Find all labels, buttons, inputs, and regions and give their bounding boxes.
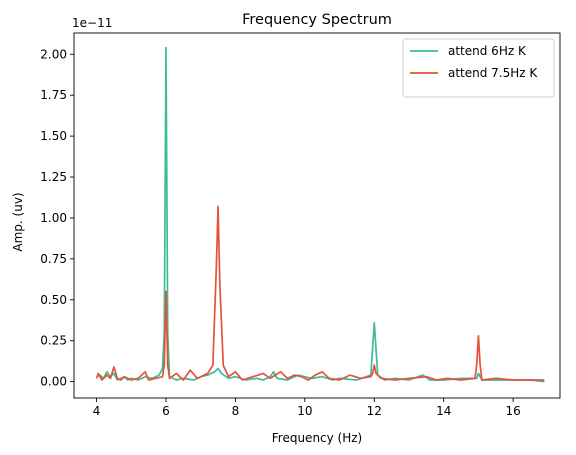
y-tick-label: 0.50 bbox=[40, 293, 67, 307]
legend: attend 6Hz K attend 7.5Hz K bbox=[402, 38, 555, 98]
y-tick-label: 1.50 bbox=[40, 129, 67, 143]
y-tick-label: 1.00 bbox=[40, 211, 67, 225]
x-tick-label: 14 bbox=[436, 404, 451, 418]
y-tick-label: 2.00 bbox=[40, 47, 67, 61]
y-axis-label: Amp. (uv) bbox=[11, 192, 25, 251]
x-tick-label: 4 bbox=[93, 404, 101, 418]
y-tick-label: 1.25 bbox=[40, 170, 67, 184]
plot-frame bbox=[73, 32, 561, 399]
axes-layer: 4 6 8 10 12 14 16 0.00 0.25 0.50 0.75 1.00 1.25 1.50 1… bbox=[40, 32, 561, 418]
x-axis-label: Frequency (Hz) bbox=[272, 431, 363, 445]
y-tick-label: 1.75 bbox=[40, 88, 67, 102]
y-tick-label: 0.75 bbox=[40, 252, 67, 266]
y-tick-label: 0.25 bbox=[40, 334, 67, 348]
series-layer bbox=[95, 46, 545, 383]
chart-title: Frequency Spectrum bbox=[242, 12, 392, 28]
x-tick-label: 16 bbox=[505, 404, 520, 418]
x-tick-label: 6 bbox=[162, 404, 170, 418]
x-tick-label: 8 bbox=[232, 404, 240, 418]
x-tick-label: 12 bbox=[367, 404, 382, 418]
y-offset-label: 1e−11 bbox=[72, 16, 112, 30]
x-tick-label: 10 bbox=[297, 404, 312, 418]
legend-label-1: attend 6Hz K bbox=[448, 44, 527, 58]
legend-label-2: attend 7.5Hz K bbox=[448, 66, 538, 80]
legend-box bbox=[402, 38, 555, 98]
series-line-2 bbox=[95, 205, 545, 381]
series-line-1 bbox=[96, 46, 545, 383]
y-tick-label: 0.00 bbox=[40, 375, 67, 389]
